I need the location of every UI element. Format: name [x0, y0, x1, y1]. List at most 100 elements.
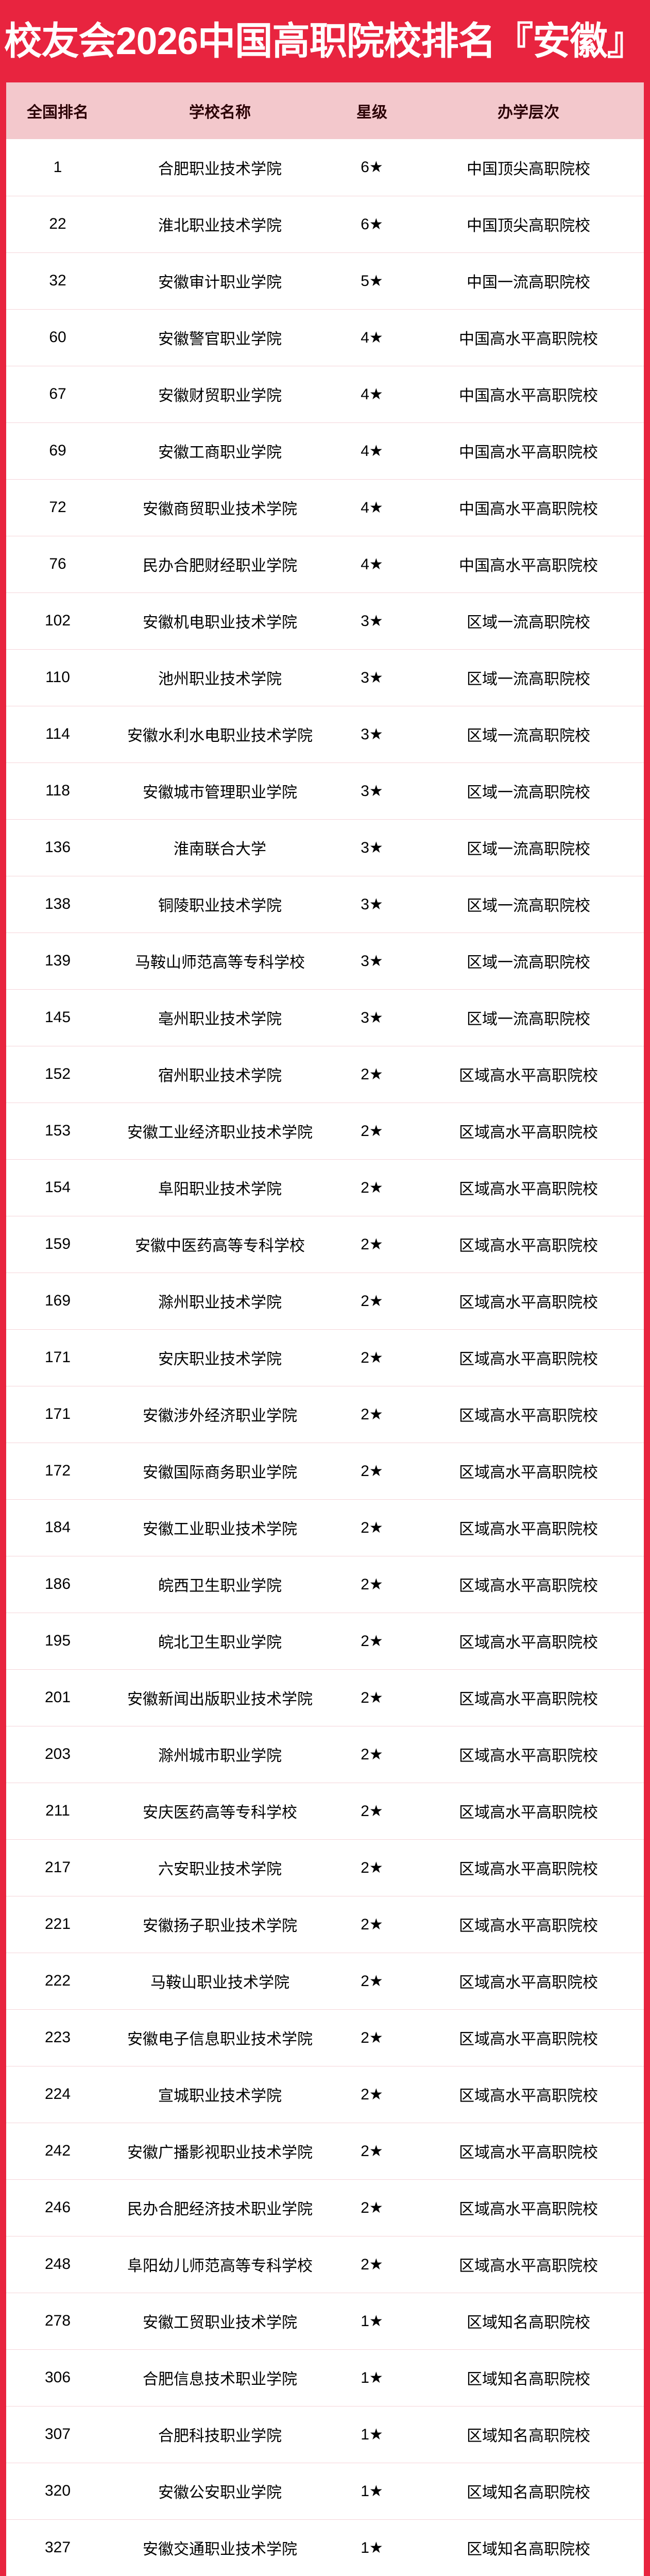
table-head: 全国排名 学校名称 星级 办学层次 — [6, 82, 644, 139]
table-cell-school-name: 安徽扬子职业技术学院 — [143, 1918, 297, 1935]
table-cell-star-rating: 4★ — [361, 499, 383, 516]
table-row: 184 安徽工业职业技术学院 2★ 区域高水平高职院校 — [6, 1499, 644, 1556]
table-cell-school-name: 安徽财贸职业学院 — [158, 387, 282, 404]
table-row: 307 合肥科技职业学院 1★ 区域知名高职院校 — [6, 2406, 644, 2463]
table-cell-star-rating: 2★ — [361, 1859, 383, 1876]
table-cell-level: 区域高水平高职院校 — [459, 1748, 598, 1765]
table-row: 159 安徽中医药高等专科学校 2★ 区域高水平高职院校 — [6, 1216, 644, 1273]
table-cell-star-rating: 2★ — [361, 1462, 383, 1480]
table-row: 223 安徽电子信息职业技术学院 2★ 区域高水平高职院校 — [6, 2009, 644, 2066]
table-cell-school-name: 宿州职业技术学院 — [158, 1067, 282, 1084]
table-cell-level: 区域一流高职院校 — [467, 614, 590, 631]
table-cell-level: 区域高水平高职院校 — [459, 1181, 598, 1198]
table-row: 22 淮北职业技术学院 6★ 中国顶尖高职院校 — [6, 196, 644, 252]
table-cell-rank: 153 — [44, 1122, 71, 1139]
page-title: 校友会2026中国高职院校排名『安徽』 — [4, 20, 645, 62]
table-row: 152 宿州职业技术学院 2★ 区域高水平高职院校 — [6, 1046, 644, 1103]
table-cell-star-rating: 1★ — [361, 2426, 383, 2443]
table-cell-rank: 72 — [49, 499, 66, 516]
table-row: 306 合肥信息技术职业学院 1★ 区域知名高职院校 — [6, 2349, 644, 2406]
table-cell-level: 中国高水平高职院校 — [459, 557, 598, 574]
table-cell-school-name: 六安职业技术学院 — [158, 1861, 282, 1878]
table-cell-school-name: 滁州职业技术学院 — [158, 1294, 282, 1311]
table-cell-school-name: 民办合肥财经职业学院 — [143, 557, 297, 574]
table-row: 171 安庆职业技术学院 2★ 区域高水平高职院校 — [6, 1329, 644, 1386]
table-cell-level: 区域高水平高职院校 — [459, 1408, 598, 1425]
table-cell-rank: 327 — [44, 2539, 71, 2556]
table-row: 102 安徽机电职业技术学院 3★ 区域一流高职院校 — [6, 592, 644, 649]
table-row: 222 马鞍山职业技术学院 2★ 区域高水平高职院校 — [6, 1953, 644, 2009]
column-header-rank: 全国排名 — [27, 104, 89, 121]
table-cell-school-name: 安徽水利水电职业技术学院 — [127, 727, 313, 744]
table-cell-star-rating: 5★ — [361, 272, 383, 290]
table-cell-school-name: 安徽警官职业学院 — [158, 331, 282, 348]
table-cell-level: 区域一流高职院校 — [467, 897, 590, 914]
table-row: 248 阜阳幼儿师范高等专科学校 2★ 区域高水平高职院校 — [6, 2236, 644, 2293]
table-cell-star-rating: 1★ — [361, 2539, 383, 2556]
table-row: 154 阜阳职业技术学院 2★ 区域高水平高职院校 — [6, 1159, 644, 1216]
table-cell-level: 中国一流高职院校 — [467, 274, 590, 291]
table-cell-rank: 248 — [44, 2256, 71, 2273]
table-row: 242 安徽广播影视职业技术学院 2★ 区域高水平高职院校 — [6, 2123, 644, 2179]
table-cell-level: 区域知名高职院校 — [467, 2371, 590, 2388]
table-row: 224 宣城职业技术学院 2★ 区域高水平高职院校 — [6, 2066, 644, 2123]
table-cell-rank: 60 — [49, 329, 66, 346]
table-cell-school-name: 民办合肥经济技术职业学院 — [127, 2201, 313, 2218]
table-cell-level: 区域知名高职院校 — [467, 2428, 590, 2445]
table-cell-star-rating: 2★ — [361, 2256, 383, 2273]
table-cell-school-name: 安徽广播影视职业技术学院 — [127, 2144, 313, 2161]
table-row: 136 淮南联合大学 3★ 区域一流高职院校 — [6, 819, 644, 876]
table-cell-rank: 184 — [44, 1519, 71, 1536]
table-cell-rank: 242 — [44, 2142, 71, 2159]
table-cell-rank: 114 — [45, 725, 70, 742]
table-cell-star-rating: 2★ — [361, 1689, 383, 1706]
table-cell-level: 中国高水平高职院校 — [459, 387, 598, 404]
table-cell-level: 区域高水平高职院校 — [459, 1294, 598, 1311]
table-cell-rank: 246 — [44, 2199, 71, 2216]
table-cell-star-rating: 6★ — [361, 159, 383, 176]
table-cell-level: 区域高水平高职院校 — [459, 1351, 598, 1368]
table-cell-school-name: 宣城职业技术学院 — [158, 2088, 282, 2105]
ranking-table-frame: 全国排名 学校名称 星级 办学层次 1 合肥职业技术学院 6★ 中国顶尖高职院校 22 淮… — [3, 82, 647, 2576]
table-cell-rank: 224 — [44, 2086, 71, 2103]
table-cell-rank: 159 — [44, 1235, 71, 1252]
table-cell-rank: 69 — [49, 442, 66, 459]
table-cell-rank: 169 — [44, 1292, 71, 1309]
table-cell-level: 区域高水平高职院校 — [459, 1804, 598, 1821]
table-cell-level: 区域高水平高职院校 — [459, 2258, 598, 2275]
table-cell-school-name: 合肥职业技术学院 — [158, 160, 282, 178]
table-cell-school-name: 安徽涉外经济职业学院 — [143, 1408, 297, 1425]
table-cell-rank: 186 — [44, 1575, 71, 1592]
table-cell-star-rating: 2★ — [361, 1065, 383, 1083]
table-cell-star-rating: 2★ — [361, 1916, 383, 1933]
table-cell-rank: 221 — [44, 1916, 71, 1933]
table-cell-level: 区域高水平高职院校 — [459, 1918, 598, 1935]
table-cell-star-rating: 4★ — [361, 329, 383, 346]
table-cell-star-rating: 3★ — [361, 895, 383, 913]
table-cell-star-rating: 2★ — [361, 1179, 383, 1196]
table-cell-level: 区域高水平高职院校 — [459, 1861, 598, 1878]
table-cell-school-name: 滁州城市职业学院 — [158, 1748, 282, 1765]
table-cell-school-name: 安徽公安职业学院 — [158, 2484, 282, 2501]
table-cell-star-rating: 2★ — [361, 1575, 383, 1593]
table-cell-rank: 118 — [45, 782, 70, 799]
table-cell-school-name: 皖西卫生职业学院 — [158, 1578, 282, 1595]
table-cell-star-rating: 2★ — [361, 1802, 383, 1820]
table-cell-rank: 306 — [44, 2369, 71, 2386]
table-cell-school-name: 池州职业技术学院 — [158, 671, 282, 688]
table-cell-level: 区域高水平高职院校 — [459, 2088, 598, 2105]
column-header-star: 星级 — [356, 104, 387, 121]
table-cell-school-name: 亳州职业技术学院 — [158, 1011, 282, 1028]
table-row: 67 安徽财贸职业学院 4★ 中国高水平高职院校 — [6, 366, 644, 422]
table-cell-rank: 136 — [44, 839, 71, 856]
table-cell-school-name: 安徽机电职业技术学院 — [143, 614, 297, 631]
table-cell-level: 区域高水平高职院校 — [459, 1464, 598, 1481]
table-row: 153 安徽工业经济职业技术学院 2★ 区域高水平高职院校 — [6, 1103, 644, 1159]
table-cell-level: 区域一流高职院校 — [467, 727, 590, 744]
table-cell-school-name: 安徽工业职业技术学院 — [143, 1521, 297, 1538]
table-cell-level: 区域高水平高职院校 — [459, 1124, 598, 1141]
table-cell-rank: 278 — [44, 2312, 71, 2329]
table-cell-school-name: 安徽中医药高等专科学校 — [135, 1238, 305, 1255]
table-header-row: 全国排名 学校名称 星级 办学层次 — [6, 82, 644, 139]
